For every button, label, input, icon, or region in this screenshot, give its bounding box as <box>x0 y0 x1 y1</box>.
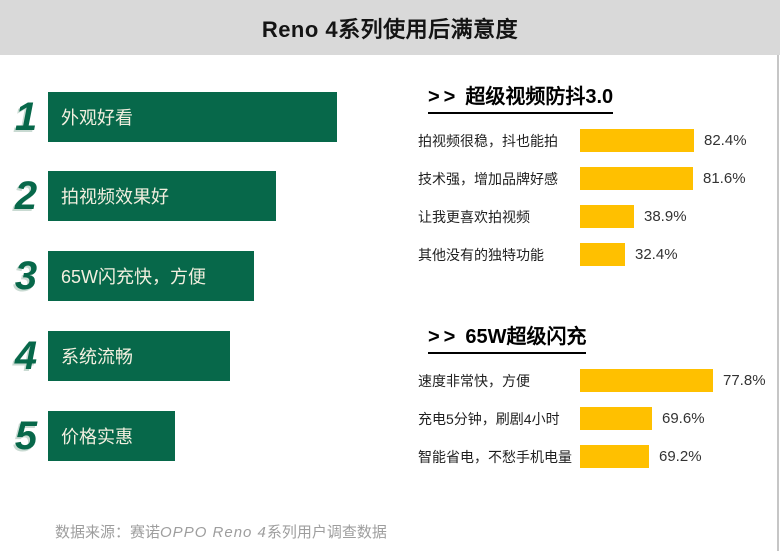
chart-row: 智能省电，不愁手机电量 69.2% <box>418 445 778 468</box>
category-label: 技术强，增加品牌好感 <box>418 170 558 187</box>
category-label: 其他没有的独特功能 <box>418 246 544 263</box>
rank-row-1: 1 外观好看 <box>4 92 337 142</box>
value-label: 81.6% <box>703 170 746 187</box>
bar <box>580 167 693 190</box>
chart-row: 拍视频很稳，抖也能拍 82.4% <box>418 129 778 152</box>
rank-bar: 价格实惠 <box>48 411 175 461</box>
source-suffix: 系列用户调查数据 <box>266 524 387 541</box>
chart-row: 其他没有的独特功能 32.4% <box>418 243 778 266</box>
data-source-note: 数据来源：赛诺OPPO Reno 4系列用户调查数据 <box>55 521 387 542</box>
value-label: 38.9% <box>644 208 687 225</box>
rank-number: 3 <box>14 254 38 298</box>
chart-rows: 速度非常快，方便 77.8% 充电5分钟，刷剧4小时 69.6% 智能省电，不愁… <box>418 369 778 468</box>
chevrons-icon: >> <box>428 326 460 348</box>
value-label: 32.4% <box>635 246 678 263</box>
chevrons-icon: >> <box>428 86 460 108</box>
rank-row-3: 3 65W闪充快，方便 <box>4 251 254 301</box>
category-label: 智能省电，不愁手机电量 <box>418 448 572 465</box>
rank-number: 4 <box>14 334 38 378</box>
value-label: 82.4% <box>704 132 747 149</box>
chart-row: 让我更喜欢拍视频 38.9% <box>418 205 778 228</box>
rank-bar: 65W闪充快，方便 <box>48 251 254 301</box>
source-prefix: 数据来源：赛诺 <box>55 524 161 541</box>
bar <box>580 129 694 152</box>
rank-number: 1 <box>14 95 38 139</box>
rank-row-2: 2 拍视频效果好 <box>4 171 276 221</box>
rank-bar: 拍视频效果好 <box>48 171 276 221</box>
rank-row-5: 5 价格实惠 <box>4 411 175 461</box>
chart-title-text: 65W超级闪充 <box>465 326 587 348</box>
header-bar: Reno 4系列使用后满意度 <box>0 0 780 55</box>
bar <box>580 407 652 430</box>
rank-row-4: 4 系统流畅 <box>4 331 230 381</box>
chart-title-text: 超级视频防抖3.0 <box>465 86 614 108</box>
bar <box>580 205 634 228</box>
category-label: 让我更喜欢拍视频 <box>418 208 530 225</box>
chart-title: >> 65W超级闪充 <box>428 320 587 354</box>
chart-row: 技术强，增加品牌好感 81.6% <box>418 167 778 190</box>
rank-number: 5 <box>14 414 38 458</box>
category-label: 拍视频很稳，抖也能拍 <box>418 132 558 149</box>
value-label: 77.8% <box>723 372 766 389</box>
chart-title: >> 超级视频防抖3.0 <box>428 80 614 114</box>
rank-bar: 外观好看 <box>48 92 337 142</box>
rank-number: 2 <box>14 174 38 218</box>
rank-bar: 系统流畅 <box>48 331 230 381</box>
page-title: Reno 4系列使用后满意度 <box>261 16 519 42</box>
source-product-name: OPPO Reno 4 <box>160 524 267 541</box>
category-label: 速度非常快，方便 <box>418 372 530 389</box>
chart-row: 速度非常快，方便 77.8% <box>418 369 778 392</box>
category-label: 充电5分钟，刷剧4小时 <box>418 410 560 427</box>
chart-section-flash-charge: >> 65W超级闪充 速度非常快，方便 77.8% 充电5分钟，刷剧4小时 69.… <box>418 320 778 468</box>
value-label: 69.2% <box>659 448 702 465</box>
chart-rows: 拍视频很稳，抖也能拍 82.4% 技术强，增加品牌好感 81.6% 让我更喜欢拍… <box>418 129 778 266</box>
page-right-edge-divider <box>777 55 779 551</box>
chart-section-video-stabilization: >> 超级视频防抖3.0 拍视频很稳，抖也能拍 82.4% 技术强，增加品牌好感 … <box>418 80 778 266</box>
bar <box>580 243 625 266</box>
value-label: 69.6% <box>662 410 705 427</box>
bar <box>580 445 649 468</box>
bar <box>580 369 713 392</box>
chart-row: 充电5分钟，刷剧4小时 69.6% <box>418 407 778 430</box>
